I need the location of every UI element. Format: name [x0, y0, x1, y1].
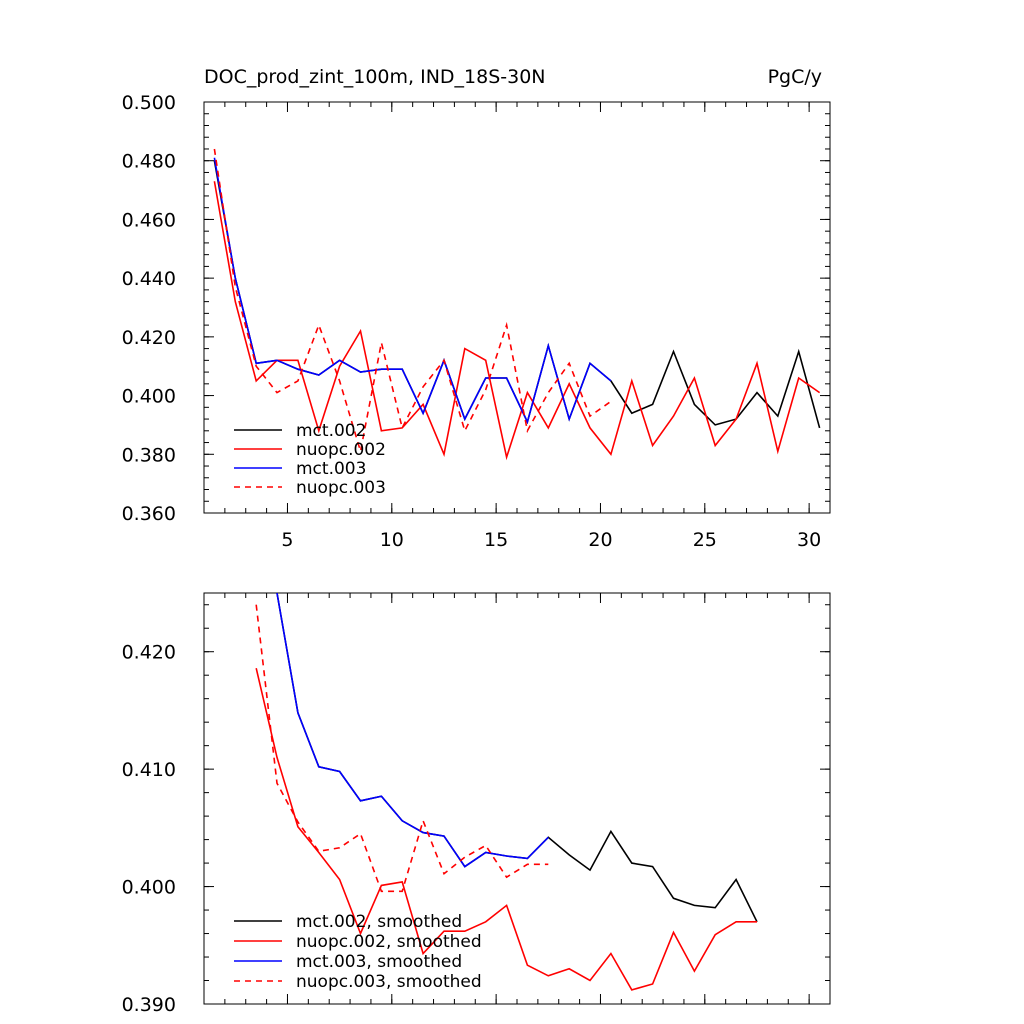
series-line-mct-003 — [213, 157, 612, 425]
x-tick-label: 10 — [380, 529, 404, 551]
series-line-nuopc-003 — [213, 148, 612, 452]
y-tick-label: 0.360 — [122, 503, 176, 525]
legend-label: nuopc.002, smoothed — [296, 932, 482, 952]
units-label: PgC/y — [768, 66, 822, 88]
legend-label: nuopc.003 — [296, 478, 386, 498]
series-line-mct-002-smoothed — [276, 593, 758, 923]
y-tick-label: 0.480 — [122, 151, 176, 173]
legend-label: mct.003, smoothed — [296, 952, 462, 972]
chart-title: DOC_prod_zint_100m, IND_18S-30N — [204, 66, 546, 88]
y-tick-label: 0.460 — [122, 209, 176, 231]
y-tick-label: 0.420 — [122, 327, 176, 349]
x-tick-label: 30 — [797, 529, 821, 551]
legend-label: nuopc.002 — [296, 440, 386, 460]
bottom-axis-ticks: 0.390 0.400 0.410 0.420 — [122, 593, 831, 1016]
top-series-group — [213, 148, 821, 461]
x-tick-label: 20 — [588, 529, 612, 551]
y-tick-label: 0.410 — [122, 759, 176, 781]
series-line-nuopc-003-smoothed — [255, 604, 549, 893]
y-tick-label: 0.500 — [122, 92, 176, 114]
x-tick-label: 15 — [484, 529, 508, 551]
series-line-nuopc-002 — [213, 181, 821, 461]
legend-label: mct.003 — [296, 459, 366, 479]
series-line-nuopc-002-smoothed — [255, 668, 757, 991]
y-tick-label: 0.390 — [122, 994, 176, 1016]
x-tick-label: 5 — [281, 529, 293, 551]
top-axis-ticks: 5 10 15 20 25 30 0.360 0.380 0.400 0.420 0.440 0.46… — [122, 92, 831, 551]
legend-label: mct.002 — [296, 421, 366, 441]
y-tick-label: 0.440 — [122, 268, 176, 290]
y-tick-label: 0.400 — [122, 386, 176, 408]
legend-label: nuopc.003, smoothed — [296, 972, 482, 992]
bottom-series-group — [255, 593, 758, 991]
y-tick-label: 0.400 — [122, 877, 176, 899]
y-tick-label: 0.380 — [122, 444, 176, 466]
legend-label: mct.002, smoothed — [296, 912, 462, 932]
series-line-mct-003-smoothed — [276, 593, 549, 868]
series-line-mct-002 — [213, 160, 821, 429]
x-tick-label: 25 — [693, 529, 717, 551]
y-tick-label: 0.420 — [122, 642, 176, 664]
top-panel: DOC_prod_zint_100m, IND_18S-30N PgC/y 5 1… — [122, 66, 831, 551]
